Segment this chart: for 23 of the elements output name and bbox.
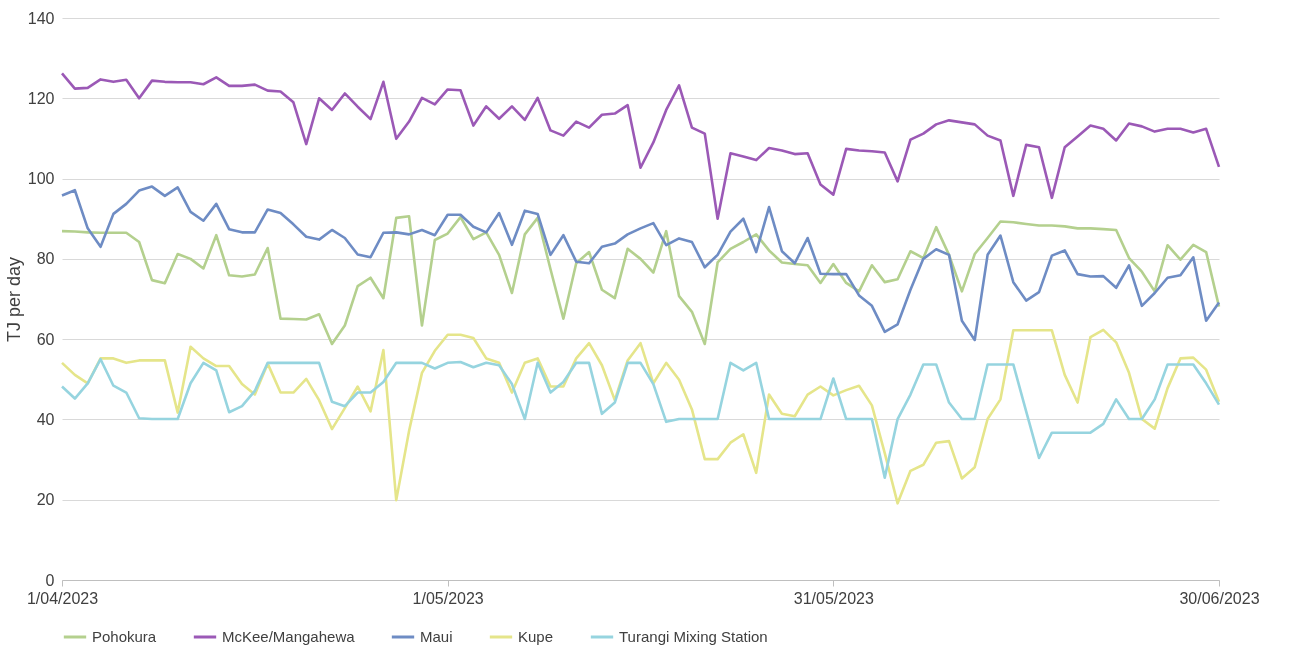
legend-label: Pohokura	[92, 628, 157, 645]
y-tick-label: 40	[36, 410, 55, 428]
y-tick-label: 20	[36, 491, 55, 509]
y-tick-label: 80	[36, 250, 55, 268]
y-tick-label: 140	[27, 9, 55, 27]
line-series	[60, 185, 1221, 342]
legend-label: Maui	[420, 628, 453, 645]
legend-label: Turangi Mixing Station	[619, 628, 768, 645]
x-tick-label: 1/04/2023	[26, 589, 99, 607]
x-tick-label: 1/05/2023	[412, 589, 484, 607]
line-series	[60, 328, 1221, 505]
y-tick-label: 60	[36, 330, 55, 348]
y-tick-label: 100	[27, 170, 55, 188]
x-tick-label: 31/05/2023	[793, 589, 874, 607]
legend-label: McKee/Mangahewa	[222, 628, 356, 645]
y-tick-label: 0	[45, 571, 55, 589]
line-series	[60, 215, 1221, 346]
line-series	[60, 357, 1221, 479]
x-tick-label: 30/06/2023	[1179, 589, 1260, 607]
legend-label: Kupe	[518, 628, 554, 645]
y-axis-title: TJ per day	[3, 256, 24, 343]
y-tick-label: 120	[27, 89, 55, 107]
line-series	[60, 72, 1221, 221]
